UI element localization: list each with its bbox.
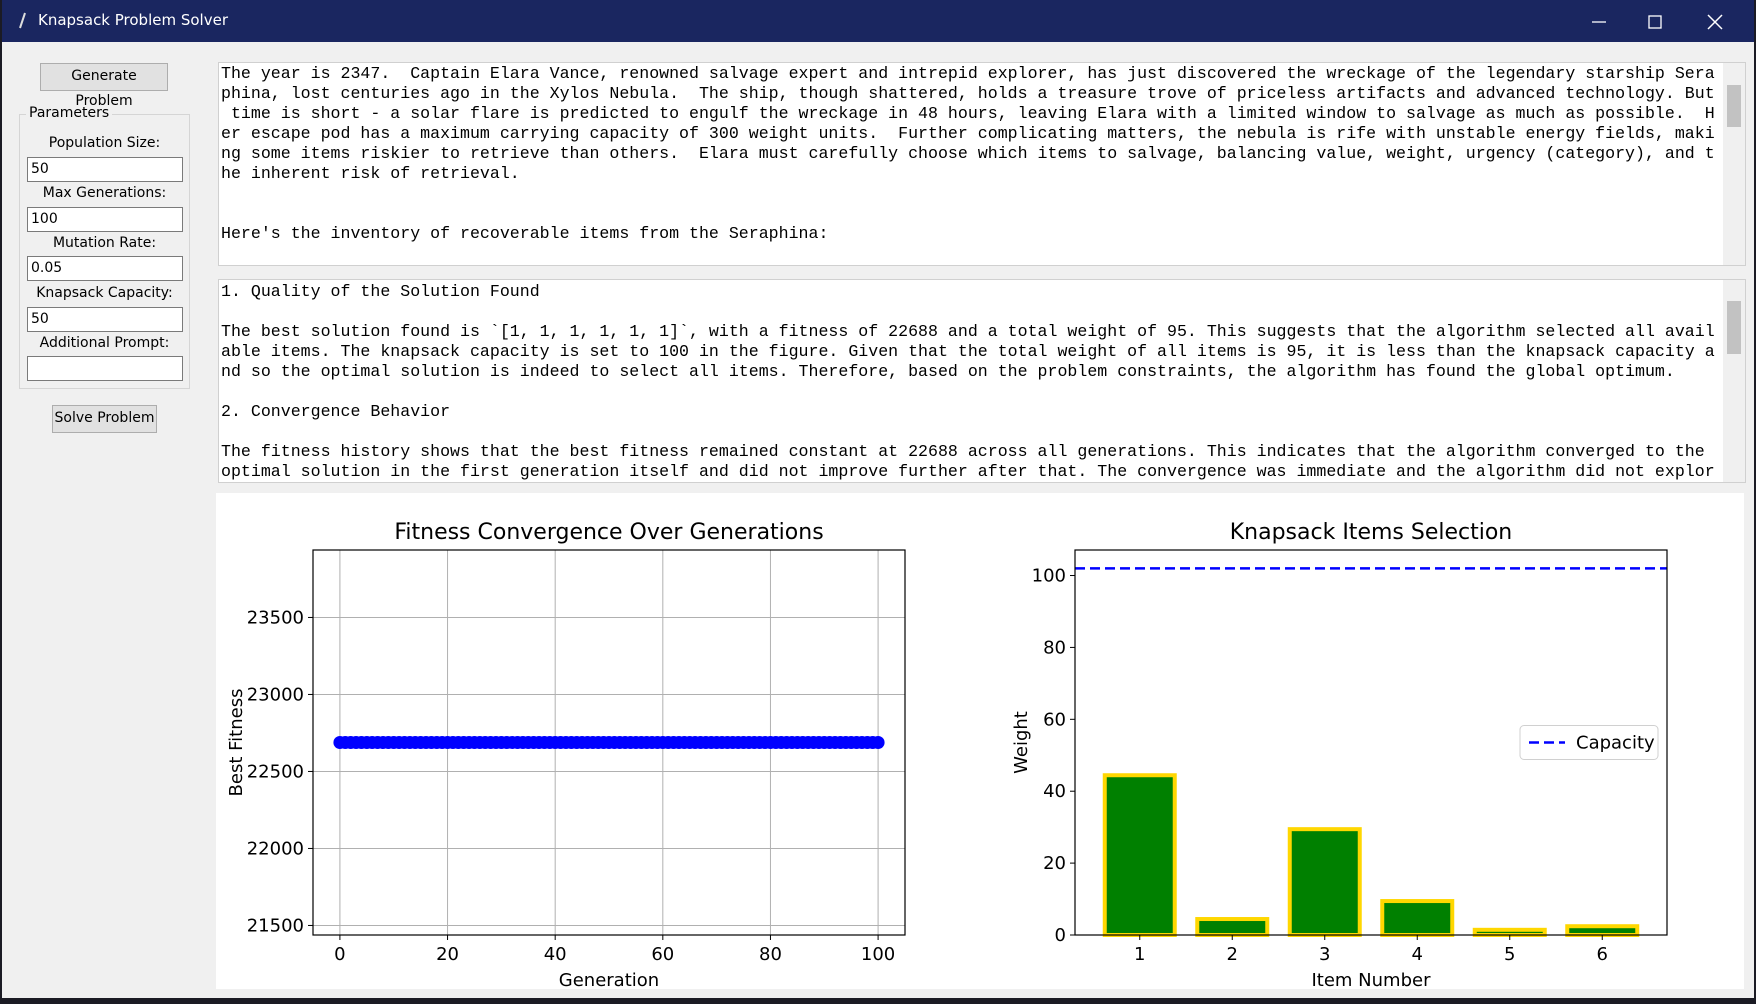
field-entry[interactable]: 50 <box>27 157 183 182</box>
y-axis-label: Weight <box>1011 711 1032 774</box>
axes-frame <box>312 549 906 936</box>
analysis-textbox[interactable]: 1. Quality of the Solution Found The bes… <box>218 279 1746 483</box>
bar <box>1565 924 1640 938</box>
y-tick-label: 20 <box>1043 853 1066 874</box>
window-controls[interactable] <box>1592 8 1752 36</box>
text-line: ng some items riskier to retrieve than o… <box>221 144 1715 163</box>
y-tick-label: 60 <box>1043 709 1066 730</box>
text-line: The best solution found is `[1, 1, 1, 1,… <box>221 322 1715 341</box>
bar <box>1287 827 1362 937</box>
group-title: Parameters <box>26 105 113 121</box>
x-tick-label: 5 <box>1504 944 1515 965</box>
x-tick-label: 60 <box>651 944 674 965</box>
text-line: he inherent risk of retrieval. <box>221 164 520 183</box>
app-icon <box>19 12 26 29</box>
text-line: 1. Quality of the Solution Found <box>221 282 540 301</box>
text-line: nd so the optimal solution is indeed to … <box>221 362 1675 381</box>
x-axis-label: Item Number <box>1311 970 1431 989</box>
field-entry[interactable]: 0.05 <box>27 256 183 281</box>
bar <box>1195 917 1270 938</box>
title-bar: Knapsack Problem Solver <box>2 0 1754 42</box>
solve-button[interactable]: Solve Problem <box>52 405 157 433</box>
legend: Capacity <box>1519 725 1659 760</box>
text-line: The year is 2347. Captain Elara Vance, r… <box>221 64 1715 83</box>
legend-label: Capacity <box>1576 733 1655 754</box>
y-tick-label: 0 <box>1055 925 1066 946</box>
scrollbar[interactable] <box>1723 63 1745 265</box>
field-entry[interactable]: 100 <box>27 207 183 232</box>
y-tick-label: 23500 <box>247 607 304 628</box>
x-tick-label: 3 <box>1319 944 1330 965</box>
text-line: er escape pod has a maximum carrying cap… <box>221 124 1715 143</box>
chart-area: Fitness Convergence Over Generations Gene… <box>216 493 1744 989</box>
bar <box>1102 773 1177 937</box>
field-label: Knapsack Capacity: <box>36 285 173 301</box>
text-line: The fitness history shows that the best … <box>221 442 1705 461</box>
text-line: optimal solution in the first generation… <box>221 462 1715 481</box>
legend-box <box>1519 725 1659 760</box>
scrollbar[interactable] <box>1723 280 1745 482</box>
field-entry[interactable]: 50 <box>27 307 183 332</box>
field-label: Max Generations: <box>42 185 167 201</box>
x-axis-label: Generation <box>559 970 659 989</box>
y-tick-label: 22000 <box>247 838 304 859</box>
chart-title: Knapsack Items Selection <box>1230 520 1513 545</box>
field-entry[interactable] <box>27 356 183 381</box>
x-tick-label: 20 <box>436 944 459 965</box>
line-series <box>333 736 885 749</box>
bar <box>1380 899 1455 937</box>
x-tick-label: 100 <box>861 944 895 965</box>
y-tick-label: 40 <box>1043 781 1066 802</box>
text-line: Here's the inventory of recoverable item… <box>221 224 829 243</box>
x-tick-label: 6 <box>1597 944 1608 965</box>
y-tick-label: 100 <box>1032 566 1066 587</box>
x-tick-label: 4 <box>1412 944 1423 965</box>
generate-button[interactable]: Generate Problem <box>40 63 168 109</box>
y-tick-label: 22500 <box>247 761 304 782</box>
problem-textbox[interactable]: The year is 2347. Captain Elara Vance, r… <box>218 62 1746 266</box>
text-line: phina, lost centuries ago in the Xylos N… <box>221 84 1715 103</box>
y-axis-label: Best Fitness <box>226 689 247 797</box>
chart-title: Fitness Convergence Over Generations <box>394 520 823 545</box>
axes-frame <box>1074 549 1668 936</box>
y-tick-label: 23000 <box>247 684 304 705</box>
y-tick-label: 21500 <box>247 915 304 936</box>
x-tick-label: 1 <box>1134 944 1145 965</box>
text-line: 2. Convergence Behavior <box>221 402 451 421</box>
field-label: Additional Prompt: <box>39 335 170 351</box>
window-title: Knapsack Problem Solver <box>38 11 228 29</box>
text-line: time is short - a solar flare is predict… <box>221 104 1715 123</box>
x-tick-label: 80 <box>759 944 782 965</box>
y-tick-label: 80 <box>1043 637 1066 658</box>
data-point <box>871 736 885 749</box>
field-label: Population Size: <box>48 135 161 151</box>
scroll-thumb[interactable] <box>1727 301 1741 354</box>
bar <box>1472 927 1547 937</box>
scroll-thumb[interactable] <box>1727 85 1741 127</box>
x-tick-label: 0 <box>334 944 345 965</box>
field-label: Mutation Rate: <box>52 235 157 251</box>
x-tick-label: 2 <box>1227 944 1238 965</box>
text-line: able items. The knapsack capacity is set… <box>221 342 1715 361</box>
x-tick-label: 40 <box>544 944 567 965</box>
